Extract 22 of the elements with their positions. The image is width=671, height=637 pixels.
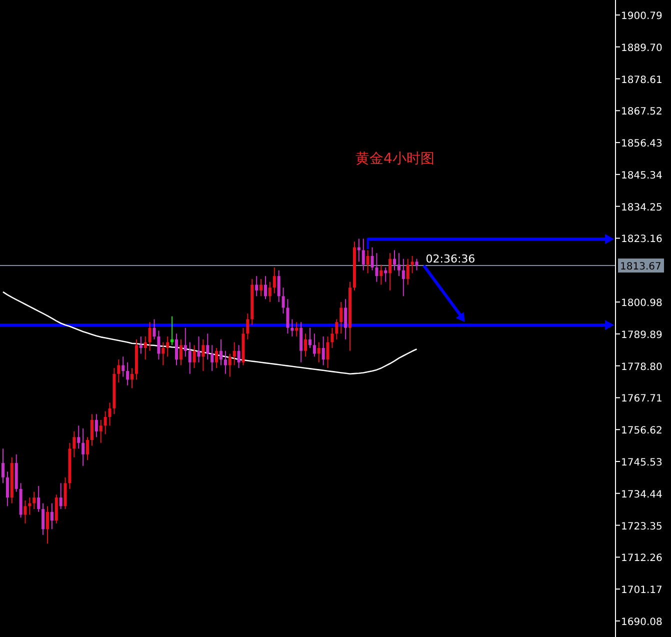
y-tick-label: 1701.17 <box>621 585 662 596</box>
y-tick-label: 1878.61 <box>621 74 662 86</box>
y-tick-label: 1800.98 <box>621 298 662 310</box>
y-tick-label: 1690.08 <box>621 616 662 628</box>
y-tick-label: 1789.89 <box>621 330 662 341</box>
y-tick-label: 1845.34 <box>621 170 662 182</box>
y-tick-label: 1889.70 <box>621 42 662 54</box>
text: 黄金4小时图 <box>356 151 434 167</box>
y-tick-label: 1712.26 <box>621 553 662 564</box>
y-tick-label: 1823.16 <box>621 234 662 246</box>
y-tick-label: 1723.35 <box>621 521 662 532</box>
text: 02:36:36 <box>426 252 476 266</box>
y-tick-label: 1834.25 <box>621 202 662 214</box>
y-tick-label: 1778.80 <box>621 362 662 373</box>
ref-line-label: 1813.67 <box>620 262 662 273</box>
y-tick-label: 1867.52 <box>621 106 662 118</box>
y-tick-label: 1756.62 <box>621 426 662 437</box>
y-tick-label: 1856.43 <box>621 138 662 150</box>
y-tick-label: 1900.79 <box>621 10 662 22</box>
y-tick-label: 1745.53 <box>621 457 662 468</box>
y-tick-label: 1734.44 <box>621 489 662 500</box>
y-tick-label: 1767.71 <box>621 394 662 405</box>
